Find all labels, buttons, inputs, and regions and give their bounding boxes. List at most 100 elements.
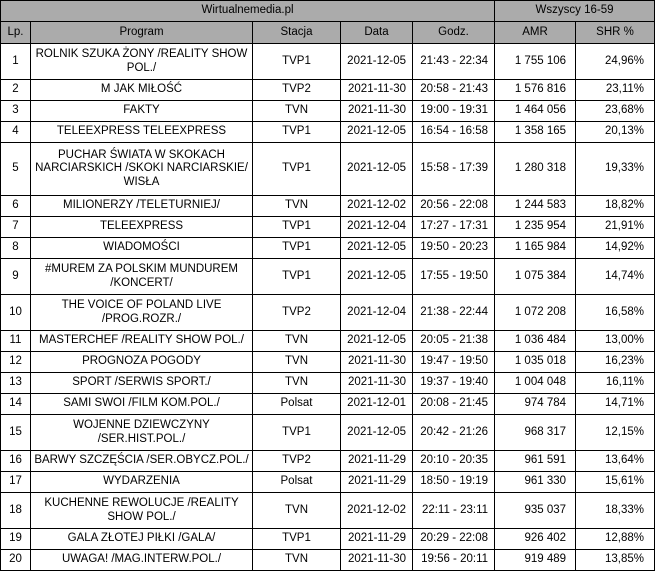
cell-lp: 5 — [0, 142, 31, 196]
cell-program: WYDARZENIA — [30, 471, 253, 493]
cell-shr: 18,82% — [575, 195, 655, 217]
cell-godz: 20:10 - 20:35 — [411, 450, 496, 472]
column-header-lp[interactable]: Lp. — [0, 21, 31, 44]
cell-shr: 21,91% — [575, 216, 655, 238]
cell-stacja: Polsat — [252, 471, 341, 493]
cell-program: ROLNIK SZUKA ŻONY /REALITY SHOW POL./ — [30, 43, 253, 80]
cell-shr: 14,71% — [575, 393, 655, 415]
cell-godz: 22:11 - 23:11 — [411, 492, 496, 529]
table-header: Wirtualnemedia.pl Wszyscy 16-59 Lp. Prog… — [0, 0, 655, 44]
cell-amr: 1 576 816 — [494, 79, 577, 101]
cell-shr: 13,85% — [575, 549, 655, 571]
table-row: 18 KUCHENNE REWOLUCJE /REALITY SHOW POL./… — [0, 492, 655, 529]
cell-amr: 961 330 — [494, 471, 577, 493]
cell-data: 2021-11-29 — [340, 471, 413, 493]
cell-data: 2021-12-05 — [340, 121, 413, 143]
cell-shr: 12,15% — [575, 414, 655, 451]
cell-lp: 16 — [0, 450, 31, 472]
cell-amr: 1 755 106 — [494, 43, 577, 80]
cell-data: 2021-12-02 — [340, 492, 413, 529]
cell-amr: 1 036 484 — [494, 330, 577, 352]
cell-amr: 1 464 056 — [494, 100, 577, 122]
header-column-row: Lp. Program Stacja Data Godz. AMR SHR % — [0, 21, 655, 44]
cell-amr: 974 784 — [494, 393, 577, 415]
cell-amr: 1 165 984 — [494, 237, 577, 259]
cell-shr: 18,33% — [575, 492, 655, 529]
cell-data: 2021-12-05 — [340, 414, 413, 451]
cell-data: 2021-11-29 — [340, 528, 413, 550]
table-row: 5 PUCHAR ŚWIATA W SKOKACH NARCIARSKICH /S… — [0, 142, 655, 196]
column-header-data[interactable]: Data — [340, 21, 413, 44]
cell-godz: 17:55 - 19:50 — [411, 258, 496, 295]
cell-program: M JAK MIŁOŚĆ — [30, 79, 253, 101]
cell-stacja: TVP2 — [252, 294, 341, 331]
header-group-source: Wirtualnemedia.pl — [0, 0, 496, 22]
cell-godz: 19:56 - 20:11 — [411, 549, 496, 571]
cell-program: WOJENNE DZIEWCZYNY /SER.HIST.POL./ — [30, 414, 253, 451]
cell-amr: 1 358 165 — [494, 121, 577, 143]
cell-shr: 23,11% — [575, 79, 655, 101]
cell-godz: 20:42 - 21:26 — [411, 414, 496, 451]
cell-godz: 19:50 - 20:23 — [411, 237, 496, 259]
cell-data: 2021-11-30 — [340, 372, 413, 394]
cell-stacja: TVN — [252, 549, 341, 571]
table-row: 10 THE VOICE OF POLAND LIVE /PROG.ROZR./T… — [0, 294, 655, 331]
table-row: 16 BARWY SZCZĘŚCIA /SER.OBYCZ.POL./TVP2 20… — [0, 450, 655, 472]
cell-shr: 20,13% — [575, 121, 655, 143]
cell-amr: 1 280 318 — [494, 142, 577, 196]
cell-godz: 20:08 - 21:45 — [411, 393, 496, 415]
cell-lp: 15 — [0, 414, 31, 451]
cell-godz: 20:56 - 22:08 — [411, 195, 496, 217]
cell-program: TELEEXPRESS — [30, 216, 253, 238]
cell-lp: 1 — [0, 43, 31, 80]
cell-stacja: TVP1 — [252, 414, 341, 451]
table-row: 9 #MUREM ZA POLSKIM MUNDUREM /KONCERT/TVP… — [0, 258, 655, 295]
cell-shr: 14,74% — [575, 258, 655, 295]
column-header-stacja[interactable]: Stacja — [252, 21, 341, 44]
column-header-amr[interactable]: AMR — [494, 21, 577, 44]
cell-amr: 1 075 384 — [494, 258, 577, 295]
cell-lp: 2 — [0, 79, 31, 101]
cell-data: 2021-12-05 — [340, 330, 413, 352]
cell-stacja: TVN — [252, 100, 341, 122]
cell-amr: 1 235 954 — [494, 216, 577, 238]
cell-program: PUCHAR ŚWIATA W SKOKACH NARCIARSKICH /SK… — [30, 142, 253, 196]
column-header-godz[interactable]: Godz. — [411, 21, 496, 44]
cell-program: BARWY SZCZĘŚCIA /SER.OBYCZ.POL./ — [30, 450, 253, 472]
column-header-shr[interactable]: SHR % — [575, 21, 655, 44]
cell-stacja: TVP1 — [252, 216, 341, 238]
cell-shr: 19,33% — [575, 142, 655, 196]
cell-amr: 1 004 048 — [494, 372, 577, 394]
cell-lp: 13 — [0, 372, 31, 394]
table-row: 4 TELEEXPRESS TELEEXPRESS TVP1 2021-12-05 16… — [0, 121, 655, 143]
cell-stacja: TVP1 — [252, 43, 341, 80]
cell-stacja: TVN — [252, 492, 341, 529]
cell-shr: 16,11% — [575, 372, 655, 394]
table-row: 13 SPORT /SERWIS SPORT./TVN 2021-11-30 19:3… — [0, 372, 655, 394]
cell-shr: 13,64% — [575, 450, 655, 472]
table-row: 3 FAKTY TVN 2021-11-30 19:00 - 19:31 1 464 05… — [0, 100, 655, 122]
cell-godz: 21:38 - 22:44 — [411, 294, 496, 331]
cell-godz: 19:47 - 19:50 — [411, 351, 496, 373]
cell-lp: 20 — [0, 549, 31, 571]
cell-program: THE VOICE OF POLAND LIVE /PROG.ROZR./ — [30, 294, 253, 331]
cell-data: 2021-12-01 — [340, 393, 413, 415]
cell-stacja: TVN — [252, 195, 341, 217]
cell-data: 2021-12-05 — [340, 43, 413, 80]
table-row: 1 ROLNIK SZUKA ŻONY /REALITY SHOW POL./TV… — [0, 43, 655, 80]
cell-lp: 12 — [0, 351, 31, 373]
cell-amr: 1 035 018 — [494, 351, 577, 373]
cell-program: MILIONERZY /TELETURNIEJ/ — [30, 195, 253, 217]
cell-program: #MUREM ZA POLSKIM MUNDUREM /KONCERT/ — [30, 258, 253, 295]
cell-data: 2021-11-30 — [340, 100, 413, 122]
cell-stacja: TVP1 — [252, 142, 341, 196]
cell-shr: 13,00% — [575, 330, 655, 352]
column-header-program[interactable]: Program — [30, 21, 253, 44]
table-row: 8 WIADOMOŚCI TVP1 2021-12-05 19:50 - 20:23 1 … — [0, 237, 655, 259]
cell-shr: 24,96% — [575, 43, 655, 80]
cell-stacja: TVN — [252, 351, 341, 373]
cell-godz: 20:05 - 21:38 — [411, 330, 496, 352]
cell-program: GALA ZŁOTEJ PIŁKI /GALA/ — [30, 528, 253, 550]
cell-lp: 9 — [0, 258, 31, 295]
